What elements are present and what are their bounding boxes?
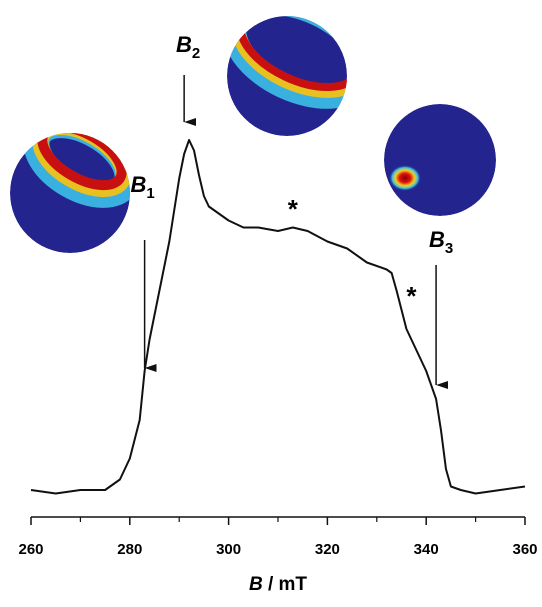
x-axis-label: B / mT <box>249 574 307 595</box>
asterisk: * <box>406 281 417 311</box>
annotation-subscript: 2 <box>192 45 200 62</box>
annotation-symbol: B <box>176 32 192 57</box>
x-tick-label: 300 <box>216 541 241 558</box>
annotation-label: B3 <box>429 227 453 257</box>
annotation-symbol: B <box>131 172 147 197</box>
annotation-label: B2 <box>176 32 200 62</box>
sphere-1 <box>10 133 130 253</box>
x-tick-label: 280 <box>117 541 142 558</box>
x-label-var: B <box>249 574 263 595</box>
annotation-symbol: B <box>429 227 445 252</box>
x-tick-label: 360 <box>512 541 537 558</box>
sphere-3 <box>384 104 496 216</box>
x-label-unit: / mT <box>263 574 308 595</box>
x-tick-label: 260 <box>18 541 43 558</box>
annotation-label: B1 <box>131 172 155 202</box>
annotation-subscript: 3 <box>445 240 453 257</box>
spectrum-line <box>30 139 526 495</box>
x-tick-label: 320 <box>315 541 340 558</box>
annotation-subscript: 1 <box>146 185 154 202</box>
asterisk: * <box>288 194 299 224</box>
x-tick-label: 340 <box>414 541 439 558</box>
sphere-2 <box>227 16 347 136</box>
